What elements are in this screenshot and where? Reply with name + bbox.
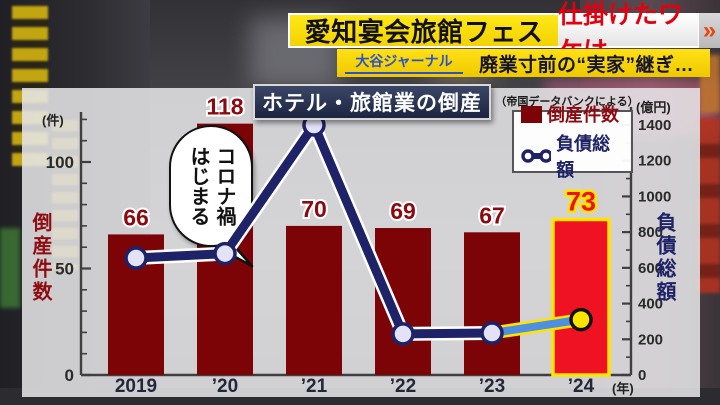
- debt-point-2019: [124, 246, 148, 270]
- line-marker-icon: [521, 149, 552, 163]
- annotation-bubble: コロナ禍 はじまる: [169, 125, 253, 247]
- bar-value-label: 66: [123, 204, 149, 230]
- legend-item-line: 負債総額: [521, 130, 624, 182]
- headline-primary-banner: 愛知宴会旅館フェス: [288, 13, 558, 48]
- x-axis-unit: (年): [612, 381, 634, 396]
- legend-bars-label: 倒産件数: [547, 105, 619, 125]
- right-axis-unit: (億円): [636, 100, 671, 115]
- bar-value-label: 69: [390, 198, 416, 224]
- bar-’23: [464, 232, 520, 375]
- neon-sign-red-icon: [697, 118, 720, 293]
- right-tick-label: 1000: [638, 188, 671, 205]
- headline-primary-text: 愛知宴会旅館フェス: [304, 17, 544, 47]
- debt-point-’22: [391, 322, 415, 346]
- left-tick-label: 0: [65, 366, 74, 385]
- debt-point-’23: [480, 321, 504, 345]
- chart-title-text: ホテル・旅館業の倒産: [262, 92, 482, 115]
- x-tick-label: ’21: [301, 376, 328, 397]
- chart-title-box: ホテル・旅館業の倒産: [253, 84, 491, 120]
- right-tick-label: 400: [638, 296, 663, 313]
- subheadline-banner: 大谷ジャーナル 廃業寸前の“実家”継ぎ…: [337, 49, 710, 77]
- bar-’24: [551, 217, 611, 377]
- subheadline-text: 廃業寸前の“実家”継ぎ…: [478, 54, 694, 76]
- left-axis-title: 倒産件数: [29, 212, 51, 304]
- bar-’21: [286, 225, 342, 375]
- debt-line-casing: [129, 118, 499, 341]
- x-tick-label: 2019: [115, 376, 157, 397]
- left-tick-label: 50: [55, 260, 74, 279]
- legend-item-bars: 倒産件数: [521, 101, 624, 127]
- left-tick-label: 100: [46, 153, 74, 172]
- chevron-right-icon: »: [699, 13, 720, 48]
- bar-value-label: 73: [566, 187, 596, 217]
- right-tick-label: 800: [638, 224, 663, 241]
- program-logo: 大谷ジャーナル: [345, 52, 463, 74]
- bar-value-label: 67: [479, 202, 505, 228]
- legend-line-label: 負債総額: [556, 134, 611, 180]
- headline-secondary-banner: 仕掛けたワケは: [558, 1, 700, 65]
- debt-line-highlight: [488, 315, 585, 338]
- right-tick-label: 0: [638, 367, 646, 384]
- x-tick-label: ’22: [390, 376, 416, 397]
- bar-value-label: 70: [301, 196, 327, 222]
- debt-point-’20: [213, 241, 237, 266]
- x-tick-label: ’20: [212, 376, 238, 397]
- left-axis-unit: (件): [42, 113, 64, 128]
- right-tick-label: 1200: [638, 153, 671, 170]
- debt-line: [131, 120, 497, 339]
- x-tick-label: ’23: [479, 376, 505, 397]
- right-tick-label: 600: [638, 260, 663, 277]
- source-note: （帝国データバンクによる）: [495, 96, 639, 108]
- x-tick-label: ’24: [568, 376, 595, 397]
- debt-point-’24: [569, 307, 593, 332]
- legend-box: 倒産件数 負債総額: [512, 105, 633, 180]
- right-tick-label: 1400: [638, 117, 671, 134]
- annotation-text: コロナ禍 はじまる: [187, 146, 235, 226]
- right-axis-title: 負債総額: [653, 212, 675, 304]
- right-tick-label: 200: [638, 331, 663, 348]
- bar-value-label: 118: [206, 94, 243, 120]
- bar-swatch-icon: [521, 105, 542, 123]
- neon-sign-green-icon: [0, 228, 20, 308]
